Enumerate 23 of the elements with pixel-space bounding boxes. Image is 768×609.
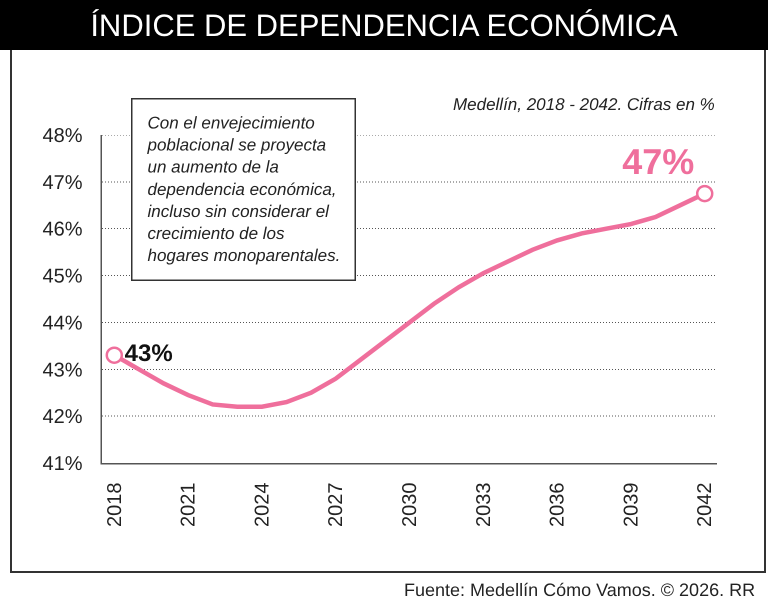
x-tick-label: 2036 bbox=[546, 482, 569, 527]
y-tick-label: 46% bbox=[42, 218, 83, 241]
x-tick-label: 2027 bbox=[325, 482, 348, 527]
x-tick-label: 2018 bbox=[104, 482, 126, 527]
chart-subtitle: Medellín, 2018 - 2042. Cifras en % bbox=[453, 95, 715, 114]
y-tick-label: 45% bbox=[42, 266, 83, 288]
x-tick-label: 2039 bbox=[620, 482, 642, 527]
source-note: Fuente: Medellín Cómo Vamos. © 2026. RR bbox=[404, 580, 756, 600]
data-label: 47% bbox=[622, 141, 694, 182]
y-tick-label: 41% bbox=[42, 453, 83, 475]
x-tick-label: 2030 bbox=[399, 482, 421, 527]
y-tick-label: 47% bbox=[42, 172, 83, 194]
annotation: Con el envejecimiento poblacional se proyecta un aumento de la dependencia económica, incluso sin considerar el crecimiento de los hogares monoparentales. bbox=[146, 114, 340, 266]
data-label: 43% bbox=[124, 340, 173, 368]
y-tick-label: 48% bbox=[42, 125, 83, 147]
x-tick-label: 2042 bbox=[694, 482, 716, 527]
y-tick-label: 44% bbox=[42, 312, 83, 334]
x-tick-label: 2024 bbox=[251, 482, 274, 527]
y-tick-label: 42% bbox=[42, 406, 83, 428]
x-tick-label: 2021 bbox=[178, 482, 200, 527]
chart-title: ÍNDICE DE DEPENDENCIA ECONÓMICA bbox=[90, 8, 678, 43]
x-tick-label: 2033 bbox=[472, 482, 495, 527]
y-tick-label: 43% bbox=[42, 359, 83, 382]
